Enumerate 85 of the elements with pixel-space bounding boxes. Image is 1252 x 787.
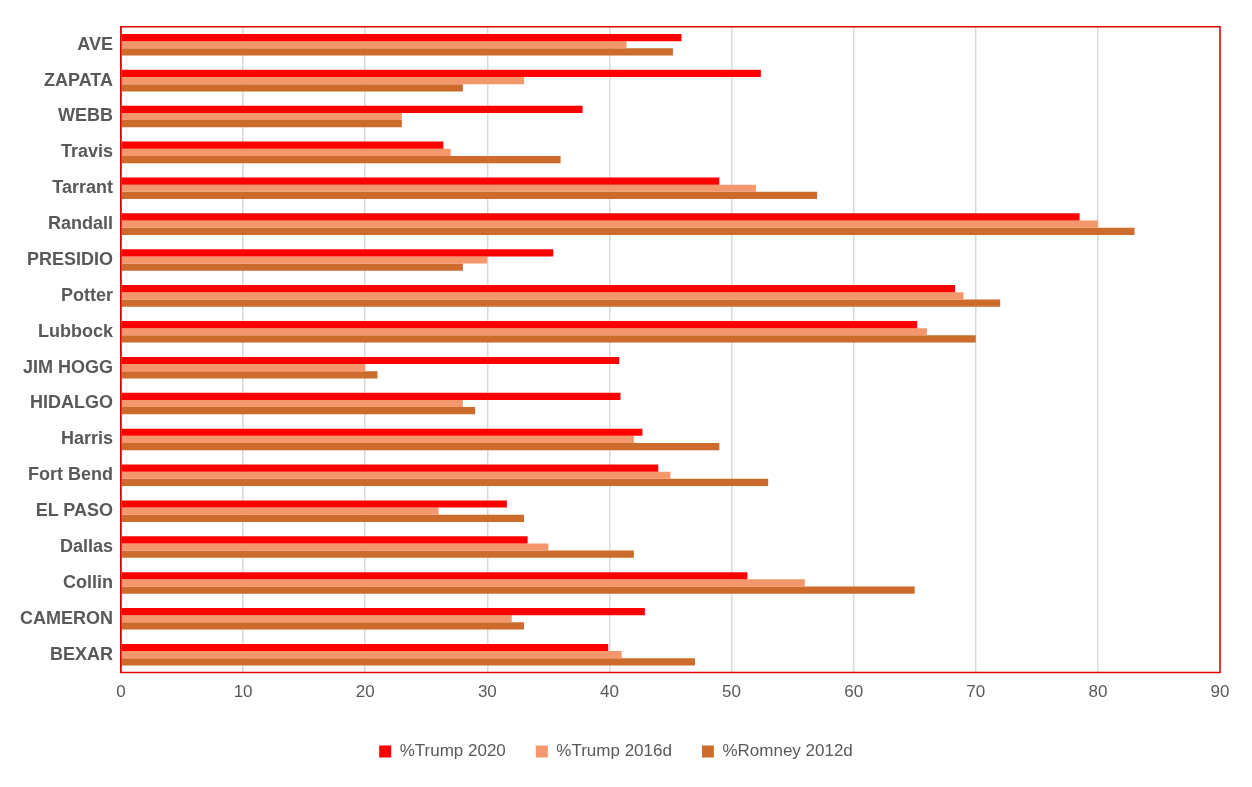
bar <box>121 608 645 616</box>
y-tick-label: AVE <box>77 33 113 54</box>
bar <box>121 220 1098 228</box>
bar <box>121 478 769 487</box>
bar <box>121 407 476 415</box>
bar <box>121 227 1135 235</box>
y-tick-label: CAMERON <box>20 607 113 628</box>
x-tick-label: 80 <box>1088 682 1108 702</box>
bar <box>121 586 915 594</box>
bar <box>121 263 463 271</box>
y-tick-label: BEXAR <box>49 643 113 664</box>
x-tick-label: 20 <box>355 682 375 702</box>
y-tick-label: WEBB <box>58 105 113 126</box>
y-tick-label: Travis <box>60 141 113 162</box>
bar <box>121 69 761 78</box>
bar <box>121 33 682 42</box>
bar <box>121 658 695 666</box>
bar <box>121 435 634 443</box>
bar <box>121 105 583 113</box>
legend-label: %Romney 2012d <box>722 741 853 761</box>
y-tick-label: Tarrant <box>52 177 113 198</box>
y-tick-label: Collin <box>63 571 113 592</box>
y-tick-label: JIM HOGG <box>22 356 113 377</box>
bar <box>121 543 549 551</box>
y-tick-label: HIDALGO <box>30 392 113 413</box>
bar <box>121 249 554 257</box>
x-tick-label: 90 <box>1210 682 1230 702</box>
bar <box>121 514 524 522</box>
y-tick-label: EL PASO <box>35 500 113 521</box>
x-tick-label: 50 <box>722 682 742 702</box>
y-tick-label: Potter <box>60 284 113 305</box>
bar <box>121 335 976 343</box>
bar <box>121 77 524 85</box>
bar <box>121 572 748 580</box>
bar <box>121 84 463 92</box>
x-tick-label: 60 <box>844 682 864 702</box>
bar <box>121 399 463 408</box>
bar <box>121 191 818 200</box>
bar <box>121 328 927 336</box>
x-tick-label: 30 <box>477 682 497 702</box>
bar <box>121 536 528 544</box>
x-tick-label: 40 <box>599 682 619 702</box>
bar <box>121 464 659 472</box>
bar <box>121 442 720 451</box>
bar <box>121 48 673 56</box>
bar <box>121 622 524 630</box>
y-tick-label: Randall <box>47 213 113 234</box>
bar <box>121 299 1001 307</box>
x-tick-label: 0 <box>116 682 126 702</box>
bar <box>121 471 671 479</box>
bar <box>121 41 627 49</box>
bar <box>121 615 512 623</box>
bar <box>121 371 378 379</box>
bar <box>121 292 964 300</box>
bar <box>121 120 402 128</box>
bar <box>121 321 918 329</box>
legend-label: %Trump 2020 <box>399 741 506 761</box>
bar <box>121 155 561 164</box>
bar <box>121 579 805 587</box>
bar <box>121 285 956 293</box>
bar <box>121 651 622 659</box>
y-tick-label: Dallas <box>59 536 113 556</box>
x-tick-label: 10 <box>233 682 253 702</box>
legend-label: %Trump 2016d <box>556 741 672 761</box>
bar <box>121 184 756 192</box>
y-tick-label: PRESIDIO <box>26 248 113 269</box>
y-tick-label: Lubbock <box>38 320 114 341</box>
bar <box>121 148 451 156</box>
bar <box>121 364 366 372</box>
bar <box>121 392 621 400</box>
y-tick-label: ZAPATA <box>44 69 113 90</box>
bar <box>121 500 507 508</box>
bar <box>121 141 444 149</box>
bar <box>121 643 609 652</box>
bar <box>121 256 488 264</box>
bar <box>121 356 620 365</box>
bar <box>121 177 720 185</box>
y-tick-label: Harris <box>60 428 113 449</box>
bar <box>121 213 1080 221</box>
bar <box>121 112 402 121</box>
x-tick-label: 70 <box>966 682 986 702</box>
bar <box>121 428 643 436</box>
bar <box>121 550 634 558</box>
y-tick-label: Fort Bend <box>28 464 113 485</box>
bar <box>121 507 439 515</box>
